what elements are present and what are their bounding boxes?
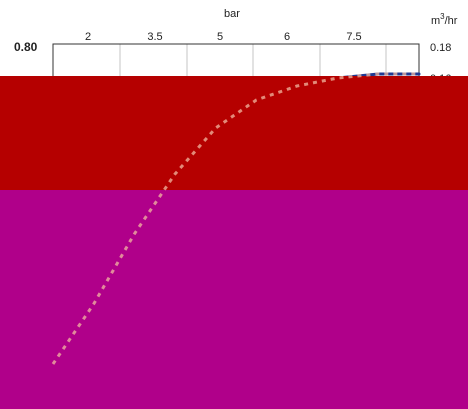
top-axis-tick-label: 3.5 <box>147 31 162 43</box>
series-line-trace <box>51 72 419 365</box>
top-axis-tick-label: 6 <box>284 31 290 43</box>
top-axis-title: bar <box>224 8 240 20</box>
right-axis-title-sup: 3 <box>440 12 445 21</box>
right-axis-title-prefix: m <box>431 15 440 27</box>
top-axis-tick-label: 2 <box>85 31 91 43</box>
right-axis-tick-label: 0.18 <box>430 42 451 54</box>
series-overlay <box>51 72 419 365</box>
top-axis-tick-label: 5 <box>217 31 223 43</box>
obscured-band-upper <box>0 76 468 200</box>
right-axis-title: m3/hr <box>431 12 458 27</box>
right-axis-title-suffix: /hr <box>445 15 458 27</box>
obscured-band-lower <box>0 190 468 409</box>
top-axis-tick-label: 7.5 <box>346 31 361 43</box>
top-axis-ticks: 2 3.5 5 6 7.5 <box>85 31 362 43</box>
left-axis-tick-label: 0.80 <box>14 40 38 54</box>
